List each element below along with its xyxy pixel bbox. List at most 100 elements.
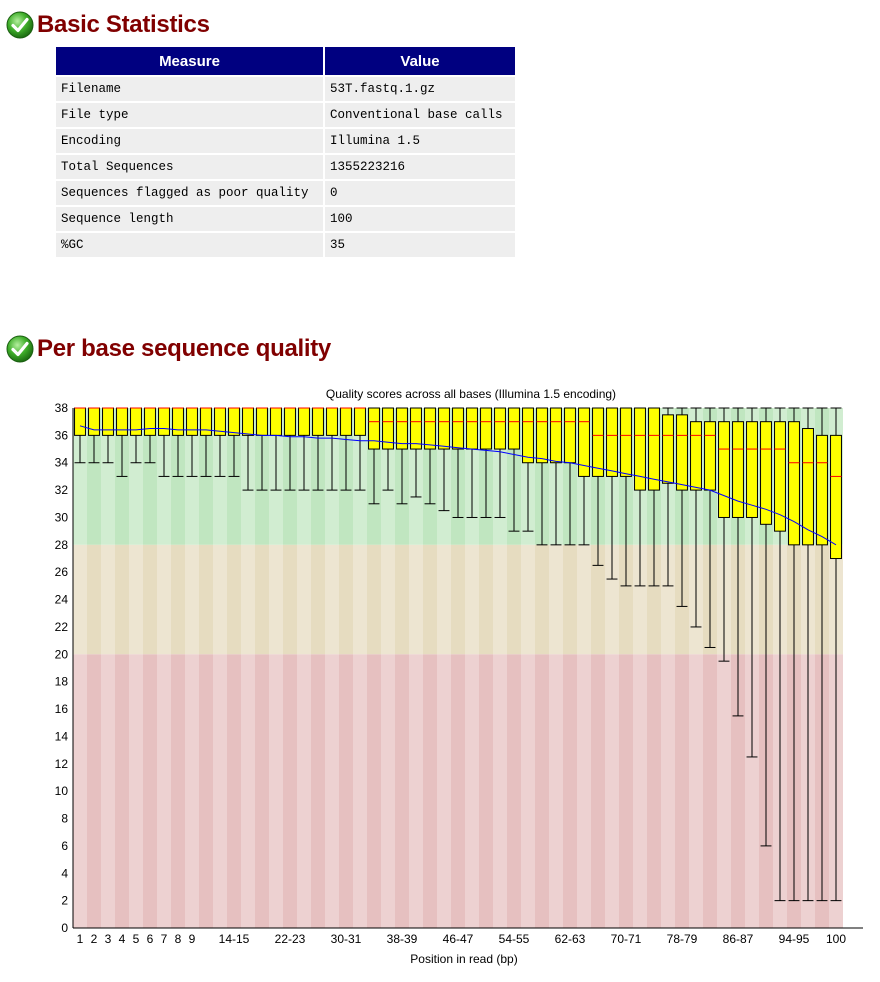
table-header-measure: Measure [56,47,323,75]
iqr-box [494,407,506,450]
iqr-box [130,407,142,436]
zone-ok [73,544,843,655]
iqr-box [116,407,128,436]
table-cell-value: 100 [325,207,515,231]
iqr-box [690,421,702,491]
y-tick-label: 36 [55,428,69,442]
box-78-79 [676,407,688,607]
box-96-97 [802,407,814,902]
table-row: %GC 35 [56,233,515,257]
iqr-box [788,421,800,546]
box-70-71 [620,407,632,587]
box-40-41 [410,407,422,498]
iqr-box [522,407,534,464]
iqr-box [326,407,338,436]
stripe [269,408,283,928]
box-100 [830,407,842,902]
box-9 [186,407,198,477]
section-title-per-base-quality: Per base sequence quality [37,335,331,362]
y-tick-label: 4 [61,866,68,880]
box-22-23 [284,407,296,491]
iqr-box [648,407,660,491]
iqr-box [298,407,310,436]
stripe [213,408,227,928]
box-88-89 [746,407,758,758]
iqr-box [424,407,436,450]
table-row: Filename 53T.fastq.1.gz [56,77,515,101]
iqr-box [508,407,520,450]
iqr-box [662,414,674,484]
iqr-box [634,407,646,491]
iqr-box [746,421,758,518]
iqr-box [410,407,422,450]
iqr-box [466,407,478,450]
box-98-99 [816,407,828,902]
table-row: Total Sequences 1355223216 [56,155,515,179]
y-tick-label: 30 [55,510,69,524]
x-tick-label: 3 [105,932,112,946]
per-base-quality-heading: Per base sequence quality [6,332,331,366]
table-cell-measure: Filename [56,77,323,101]
box-3 [102,407,114,464]
box-10-11 [200,407,212,477]
box-66-67 [592,407,604,566]
stripe [101,408,115,928]
iqr-box [452,407,464,450]
y-tick-label: 32 [55,483,69,497]
table-cell-measure: File type [56,103,323,127]
x-tick-label: 38-39 [387,932,418,946]
stripe [73,408,87,928]
table-cell-value: 0 [325,181,515,205]
iqr-box [578,407,590,477]
box-36-37 [382,407,394,491]
x-tick-label: 46-47 [443,932,474,946]
stripe [325,408,339,928]
y-tick-label: 16 [55,702,69,716]
box-86-87 [732,407,744,717]
x-tick-label: 70-71 [611,932,642,946]
iqr-box [102,407,114,436]
iqr-box [760,421,772,525]
x-tick-label: 14-15 [219,932,250,946]
iqr-box [354,407,366,436]
x-tick-label: 22-23 [275,932,306,946]
x-tick-label: 8 [175,932,182,946]
iqr-box [186,407,198,436]
box-46-47 [452,407,464,518]
iqr-box [802,428,814,546]
box-44-45 [438,407,450,512]
iqr-box [816,434,828,546]
stripe [437,408,451,928]
stripe [241,408,255,928]
y-tick-label: 26 [55,565,69,579]
iqr-box [312,407,324,436]
y-tick-label: 34 [55,456,69,470]
table-row: Sequences flagged as poor quality 0 [56,181,515,205]
x-tick-label: 7 [161,932,168,946]
stripe [297,408,311,928]
box-2 [88,407,100,464]
table-cell-value: Conventional base calls [325,103,515,127]
chart-title: Quality scores across all bases (Illumin… [326,387,616,401]
quality-boxplot-chart: Quality scores across all bases (Illumin… [55,387,863,966]
x-tick-label: 54-55 [499,932,530,946]
box-14-15 [228,407,240,477]
iqr-box [718,421,730,518]
iqr-box [200,407,212,436]
stripe [409,408,423,928]
stripe [577,408,591,928]
box-84-85 [718,407,730,662]
table-cell-value: 1355223216 [325,155,515,179]
box-5 [130,407,142,464]
mean-line [79,425,837,546]
box-54-55 [508,407,520,532]
table-cell-value: 35 [325,233,515,257]
box-72-73 [634,407,646,587]
iqr-box [704,421,716,491]
iqr-box [830,434,842,560]
y-tick-label: 6 [61,839,68,853]
box-28-29 [326,407,338,491]
table-cell-measure: %GC [56,233,323,257]
y-tick-label: 38 [55,401,69,415]
box-76-77 [662,407,674,587]
